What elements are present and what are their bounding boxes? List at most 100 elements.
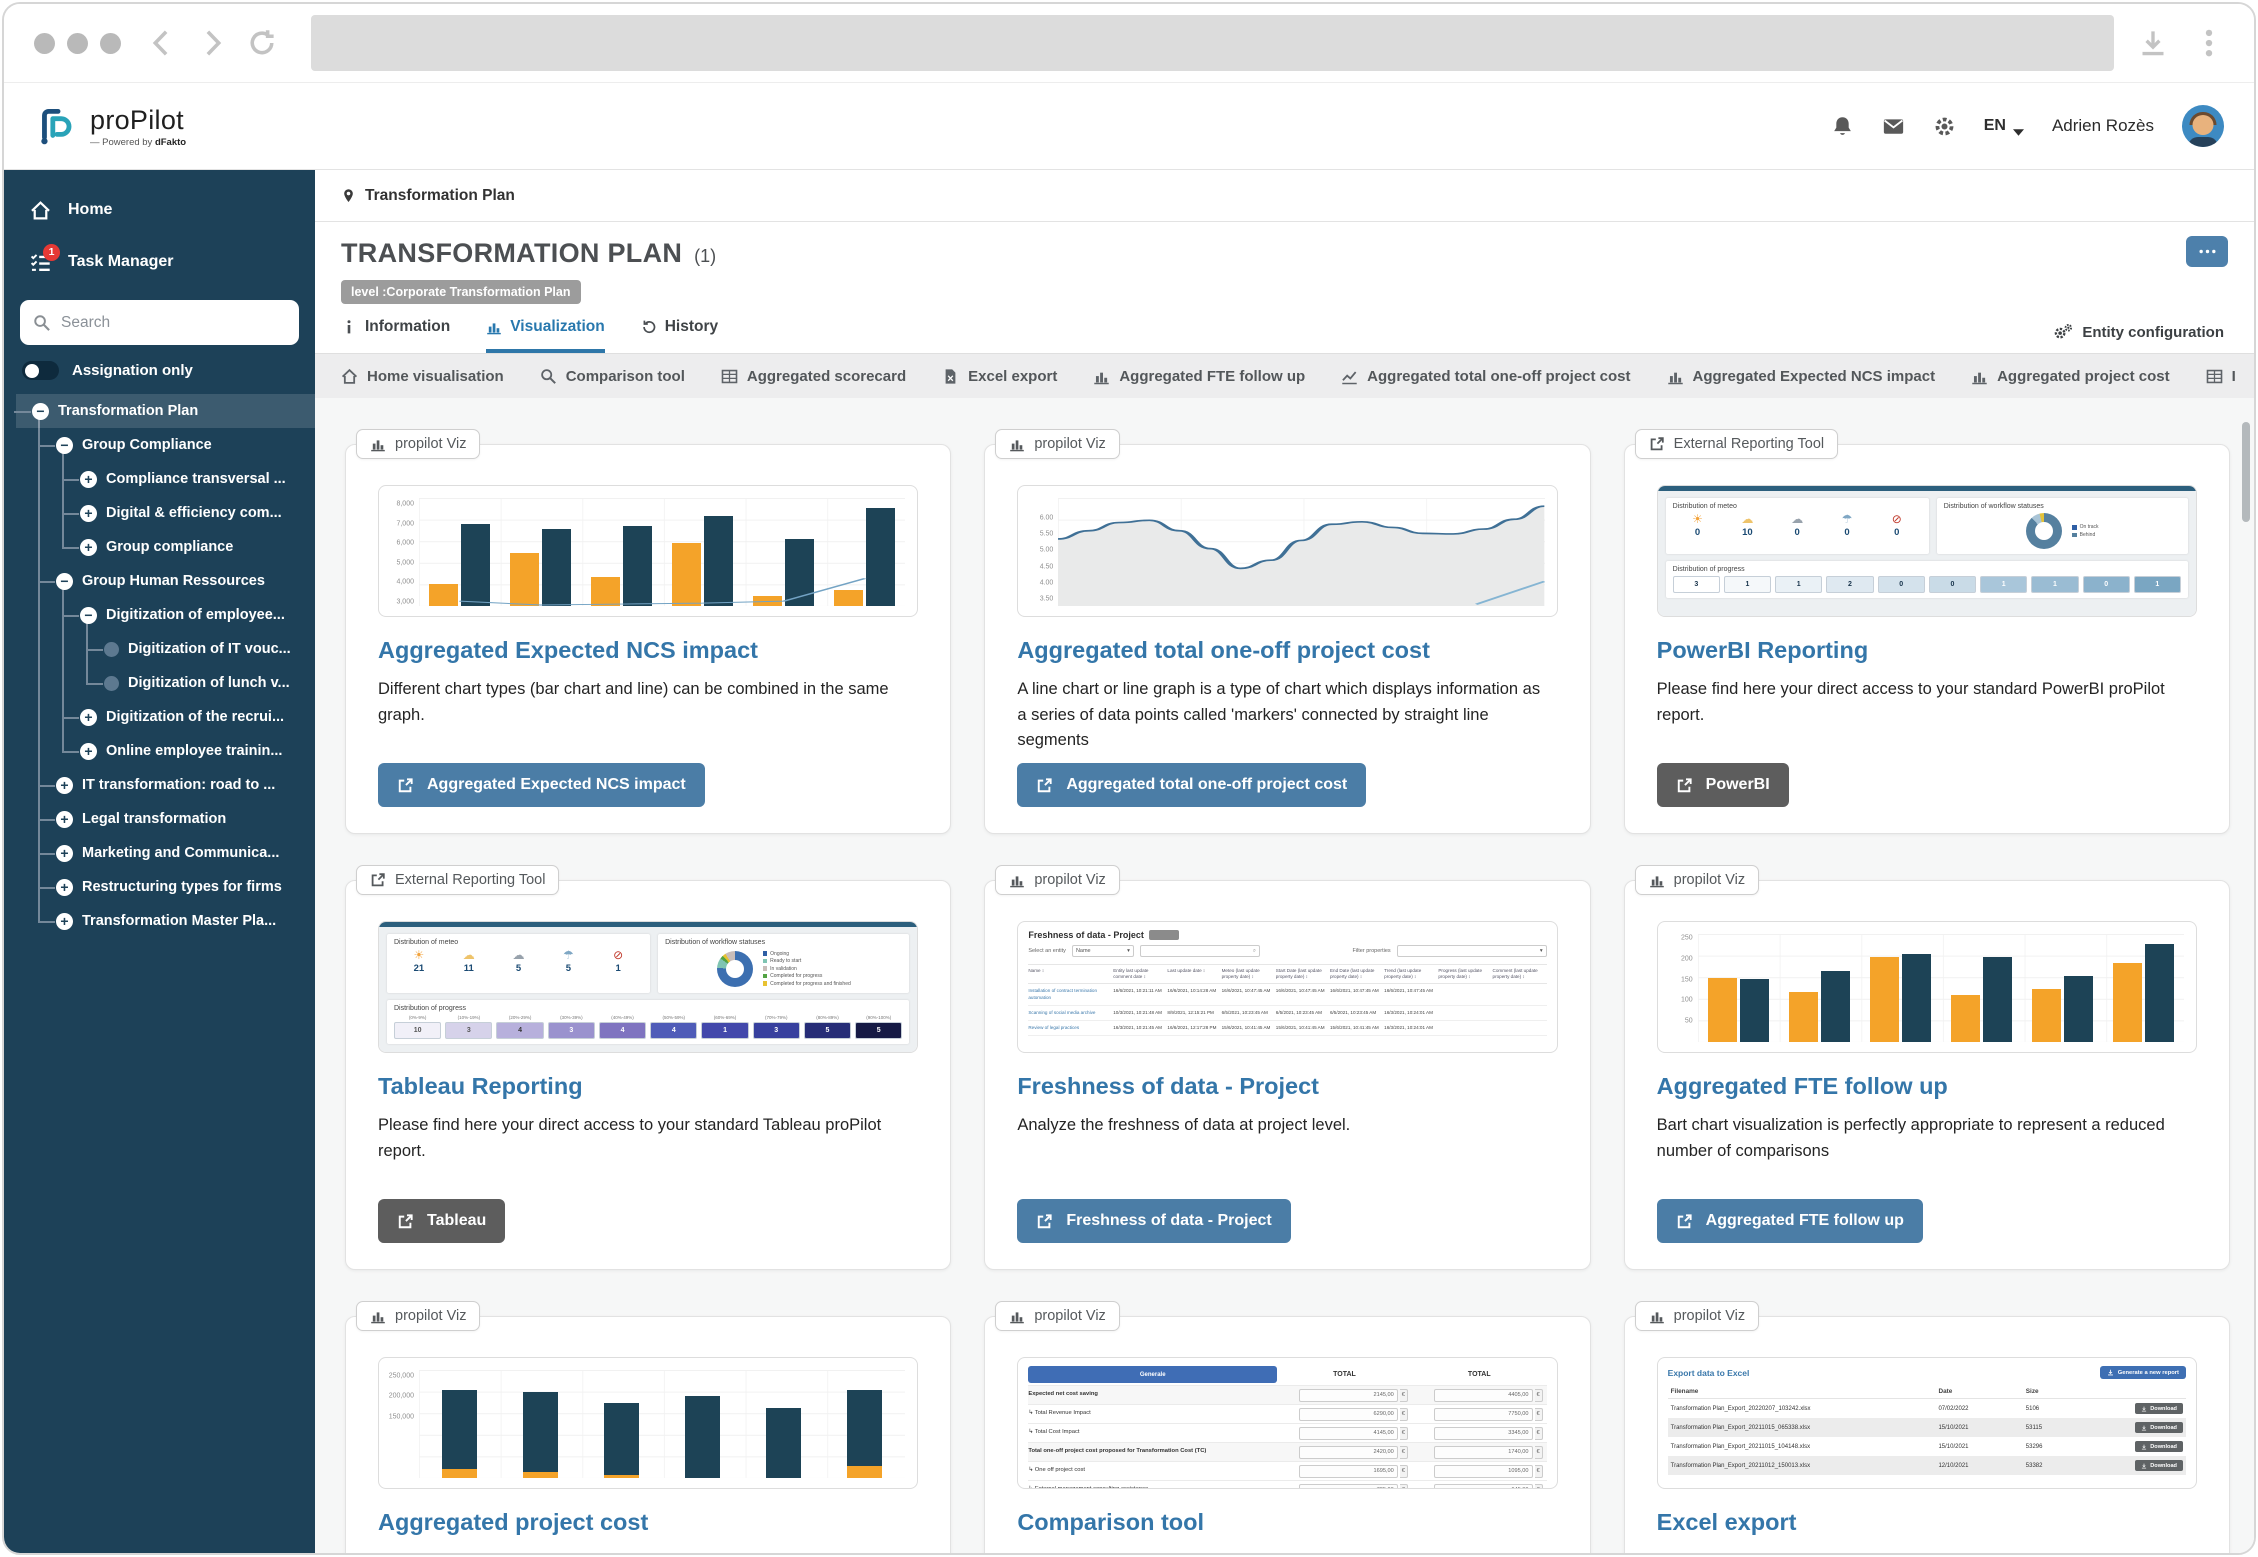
tree-item[interactable]: Digitization of lunch v...: [16, 666, 315, 700]
card-thumbnail[interactable]: 250 200 150 100 50: [1656, 921, 2197, 1053]
tree-item[interactable]: + Transformation Master Pla...: [16, 904, 315, 938]
tab-information[interactable]: Information: [341, 318, 450, 353]
value-input[interactable]: 4145,00: [1298, 1426, 1398, 1440]
card-open-button[interactable]: PowerBI: [1656, 763, 1789, 807]
project-name-link[interactable]: Review of legal practices: [1028, 1024, 1080, 1030]
value-input[interactable]: 645,00: [1433, 1483, 1533, 1488]
tree-item[interactable]: + IT transformation: road to ...: [16, 768, 315, 802]
collapse-icon[interactable]: −: [56, 436, 73, 454]
leaf-dot-icon[interactable]: [104, 675, 119, 691]
address-bar[interactable]: [311, 15, 2114, 71]
sidebar-search[interactable]: [20, 300, 299, 345]
card-thumbnail[interactable]: Distribution of meteo ☀ 21 ☁ 11 ☁ 5 ☂ 5 ⊘ 1 Distrib…: [378, 921, 919, 1053]
tree-item[interactable]: − Transformation Plan: [14, 394, 315, 428]
expand-icon[interactable]: +: [56, 912, 73, 930]
tree-item[interactable]: + Compliance transversal ...: [16, 462, 315, 496]
tree-item[interactable]: + Restructuring types for firms: [16, 870, 315, 904]
card-title[interactable]: Aggregated total one-off project cost: [1017, 637, 1430, 663]
page-actions-button[interactable]: [2186, 236, 2228, 267]
search-input[interactable]: [61, 313, 286, 332]
sidebar-item-home[interactable]: Home: [4, 184, 315, 236]
expand-icon[interactable]: +: [80, 538, 97, 556]
download-button[interactable]: Download: [2135, 1441, 2183, 1452]
viz-nav-item[interactable]: Excel export: [942, 368, 1057, 385]
value-input[interactable]: 4405,00: [1433, 1388, 1533, 1402]
tree-item[interactable]: + Legal transformation: [16, 802, 315, 836]
card-thumbnail[interactable]: Distribution of meteo ☀ 0 ☁ 10 ☁ 0 ☂ 0 ⊘ 0 Distribu…: [1656, 485, 2197, 617]
tree-item[interactable]: − Group Compliance: [16, 428, 315, 462]
expand-icon[interactable]: +: [80, 742, 97, 760]
card-title[interactable]: Excel export: [1656, 1509, 1797, 1535]
card-thumbnail[interactable]: Generale TOTAL TOTAL Expected net cost savi…: [1017, 1357, 1558, 1489]
viz-nav-item[interactable]: Aggregated total one-off project cost: [1341, 368, 1631, 385]
viz-nav-item[interactable]: Home visualisation: [341, 368, 504, 385]
tree-item[interactable]: − Digitization of employee...: [16, 598, 315, 632]
collapse-icon[interactable]: −: [80, 606, 97, 624]
tree-item[interactable]: − Group Human Ressources: [16, 564, 315, 598]
viz-nav-item[interactable]: Aggregated scorecard: [721, 368, 906, 385]
value-input[interactable]: 6290,00: [1298, 1407, 1398, 1421]
notifications-bell-icon[interactable]: [1831, 115, 1854, 138]
expand-icon[interactable]: +: [56, 810, 73, 828]
assignation-toggle[interactable]: [22, 361, 59, 380]
download-button[interactable]: Download: [2135, 1460, 2183, 1471]
language-selector[interactable]: EN: [1984, 117, 2024, 136]
value-input[interactable]: 3345,00: [1433, 1426, 1533, 1440]
expand-icon[interactable]: +: [56, 776, 73, 794]
card-title[interactable]: Aggregated FTE follow up: [1656, 1073, 1948, 1099]
window-zoom-button[interactable]: [100, 32, 121, 54]
value-input[interactable]: 1740,00: [1433, 1445, 1533, 1459]
expand-icon[interactable]: +: [80, 470, 97, 488]
card-title[interactable]: Comparison tool: [1017, 1509, 1205, 1535]
forward-icon[interactable]: [197, 28, 227, 58]
value-input[interactable]: 2145,00: [1298, 1388, 1398, 1402]
tab-history[interactable]: History: [641, 318, 718, 353]
tree-item[interactable]: + Online employee trainin...: [16, 734, 315, 768]
filter-properties-select[interactable]: ▾: [1396, 945, 1547, 957]
card-thumbnail[interactable]: Export data to Excel Generate a new repor…: [1656, 1357, 2197, 1489]
card-open-button[interactable]: Aggregated total one-off project cost: [1017, 763, 1367, 807]
card-open-button[interactable]: Freshness of data - Project: [1017, 1199, 1291, 1243]
generate-report-button[interactable]: Generate a new report: [2099, 1366, 2186, 1379]
card-thumbnail[interactable]: 6.00 5.50 5.00 4.50 4.00 3.50: [1017, 485, 1558, 617]
tree-item[interactable]: + Digital & efficiency com...: [16, 496, 315, 530]
window-close-button[interactable]: [34, 32, 55, 54]
download-button[interactable]: Download: [2135, 1422, 2183, 1433]
expand-icon[interactable]: +: [80, 504, 97, 522]
collapse-icon[interactable]: −: [56, 572, 73, 590]
user-name[interactable]: Adrien Rozès: [2051, 116, 2154, 135]
entity-select[interactable]: Name ▾: [1071, 945, 1134, 957]
tree-item[interactable]: + Group compliance: [16, 530, 315, 564]
value-input[interactable]: 7750,00: [1433, 1407, 1533, 1421]
refresh-icon[interactable]: [247, 28, 277, 58]
viz-nav-item[interactable]: Comparison tool: [540, 368, 685, 385]
tree-item[interactable]: + Marketing and Communica...: [16, 836, 315, 870]
breadcrumb-label[interactable]: Transformation Plan: [365, 186, 515, 204]
card-title[interactable]: Freshness of data - Project: [1017, 1073, 1319, 1099]
card-title[interactable]: PowerBI Reporting: [1656, 637, 1869, 663]
freshness-search-input[interactable]: ⌕: [1139, 945, 1260, 957]
card-open-button[interactable]: Tableau: [378, 1199, 506, 1243]
expand-icon[interactable]: +: [56, 844, 73, 862]
propilot-logo[interactable]: proPilot — Powered by dFakto: [34, 103, 186, 149]
user-avatar[interactable]: [2182, 105, 2224, 147]
messages-mail-icon[interactable]: [1882, 115, 1905, 138]
project-name-link[interactable]: Scanning of social media archive: [1028, 1009, 1096, 1015]
viz-nav-item[interactable]: Aggregated project cost: [1971, 368, 2170, 385]
browser-menu-icon[interactable]: [2194, 28, 2224, 58]
card-title[interactable]: Aggregated project cost: [378, 1509, 649, 1535]
vertical-scrollbar[interactable]: [2242, 422, 2250, 522]
viz-nav-item[interactable]: Aggregated FTE follow up: [1093, 368, 1305, 385]
viz-nav-item[interactable]: Aggregated Expected NCS impact: [1667, 368, 1935, 385]
value-input[interactable]: 725,00: [1298, 1483, 1398, 1488]
collapse-icon[interactable]: −: [32, 402, 49, 420]
tree-item[interactable]: Digitization of IT vouc...: [16, 632, 315, 666]
window-minimize-button[interactable]: [67, 32, 88, 54]
card-open-button[interactable]: Aggregated FTE follow up: [1656, 1199, 1923, 1243]
card-open-button[interactable]: Aggregated Expected NCS impact: [378, 763, 705, 807]
value-input[interactable]: 1095,00: [1433, 1464, 1533, 1478]
back-icon[interactable]: [147, 28, 177, 58]
download-icon[interactable]: [2138, 28, 2168, 58]
card-thumbnail[interactable]: 250,000 200,000 150,000: [378, 1357, 919, 1489]
settings-gear-icon[interactable]: [1933, 115, 1956, 138]
